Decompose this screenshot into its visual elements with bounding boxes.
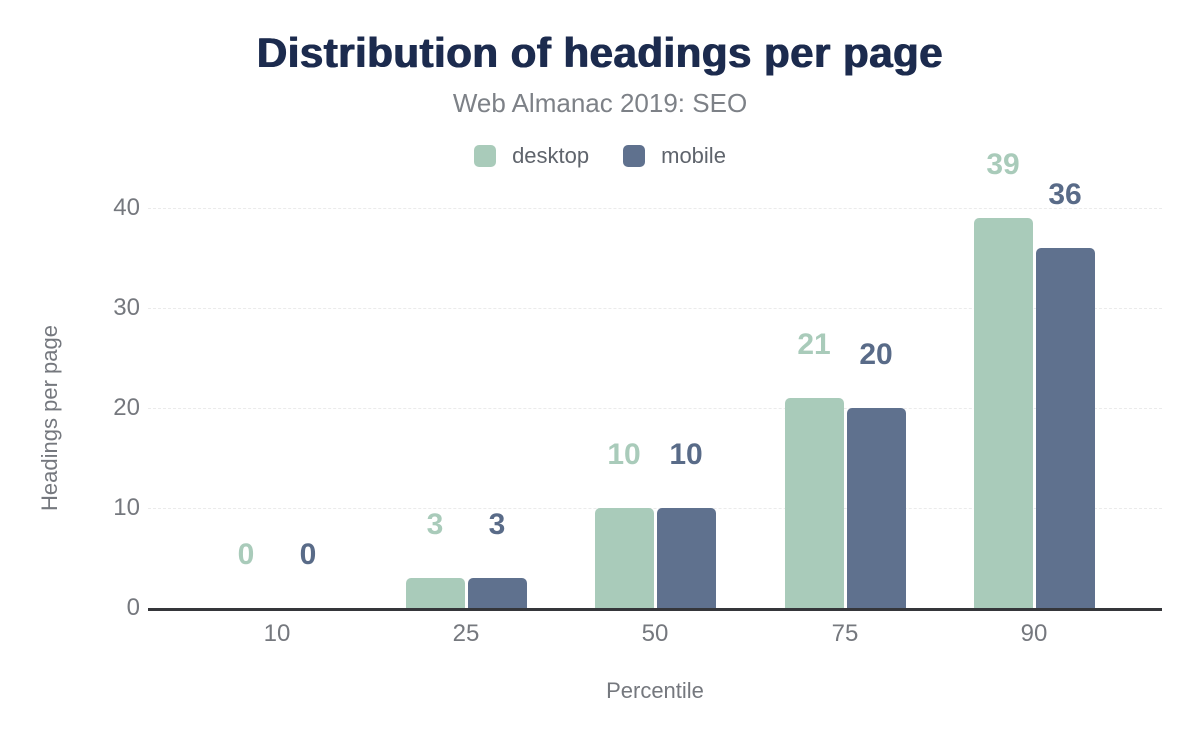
bar-value-label-mobile-p10: 0 xyxy=(299,538,317,571)
bar-value-label-desktop-p75: 21 xyxy=(797,328,831,361)
bar-value-label-desktop-p25: 3 xyxy=(426,508,444,541)
x-axis-tick-label: 75 xyxy=(831,620,859,647)
y-axis-tick-label: 0 xyxy=(126,594,140,621)
bar-mobile-p90[interactable] xyxy=(1035,248,1095,608)
legend: desktop mobile xyxy=(0,143,1200,169)
x-axis-title: Percentile xyxy=(606,678,704,703)
bar-desktop-p75[interactable] xyxy=(784,398,844,608)
bar-value-label-mobile-p50: 10 xyxy=(669,438,703,471)
gridline xyxy=(148,407,1162,409)
bar-mobile-p25[interactable] xyxy=(467,578,527,608)
x-axis-tick-label: 50 xyxy=(641,620,669,647)
legend-item-desktop[interactable]: desktop xyxy=(474,143,589,169)
legend-item-mobile[interactable]: mobile xyxy=(623,143,726,169)
y-axis-tick-label: 30 xyxy=(113,294,140,321)
y-axis-title: Headings per page xyxy=(37,325,62,511)
legend-swatch-mobile-icon xyxy=(623,145,646,167)
legend-label-desktop: desktop xyxy=(512,143,590,168)
bar-desktop-p25[interactable] xyxy=(405,578,465,608)
gridline xyxy=(148,507,1162,509)
bar-mobile-p50[interactable] xyxy=(656,508,716,608)
gridline xyxy=(148,207,1162,209)
legend-swatch-desktop-icon xyxy=(474,145,497,167)
bar-value-label-mobile-p90: 36 xyxy=(1048,178,1082,211)
bar-value-label-desktop-p50: 10 xyxy=(607,438,641,471)
legend-label-mobile: mobile xyxy=(661,143,726,168)
bar-value-label-mobile-p25: 3 xyxy=(488,508,506,541)
y-axis-tick-label: 40 xyxy=(113,194,140,221)
y-axis-tick-label: 10 xyxy=(113,494,140,521)
chart-subtitle: Web Almanac 2019: SEO xyxy=(452,88,748,118)
y-axis-tick-label: 20 xyxy=(113,394,140,421)
bar-value-label-desktop-p90: 39 xyxy=(986,148,1020,181)
bar-desktop-p50[interactable] xyxy=(594,508,654,608)
chart-title: Distribution of headings per page xyxy=(256,29,944,76)
bar-value-label-mobile-p75: 20 xyxy=(859,338,893,371)
gridline xyxy=(148,307,1162,309)
bar-mobile-p75[interactable] xyxy=(846,408,906,608)
bar-desktop-p90[interactable] xyxy=(973,218,1033,608)
x-axis-line xyxy=(148,608,1162,611)
x-axis-tick-label: 10 xyxy=(263,620,291,647)
x-axis-tick-label: 90 xyxy=(1020,620,1048,647)
bar-value-label-desktop-p10: 0 xyxy=(237,538,255,571)
x-axis-tick-label: 25 xyxy=(452,620,480,647)
